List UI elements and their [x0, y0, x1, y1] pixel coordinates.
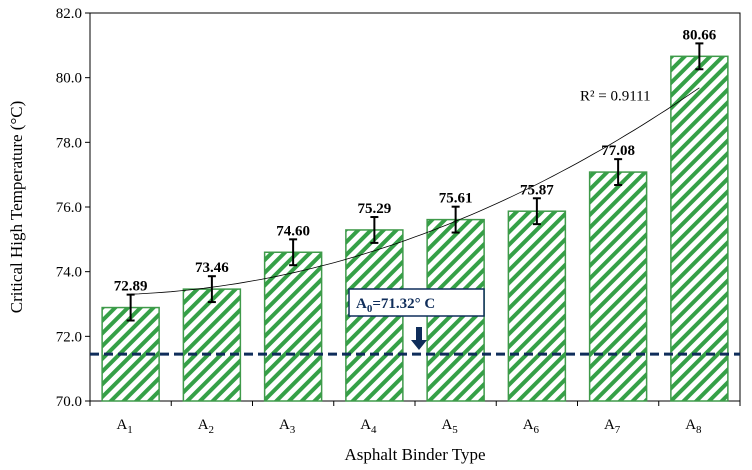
bar [588, 171, 648, 402]
value-labels: 72.89 73.46 74.60 75.29 75.61 75.87 77.08 80.66 [114, 27, 717, 294]
x-tick-label: A6 [523, 417, 540, 436]
error-bars [126, 42, 704, 322]
value-label: 74.60 [276, 223, 310, 239]
value-label: 77.08 [601, 143, 635, 159]
value-label: 75.29 [358, 201, 392, 217]
bar [182, 288, 242, 402]
x-tick-label: A3 [279, 417, 296, 436]
reference-annotation: A0=71.32° C [348, 288, 485, 350]
x-tick-label: A5 [441, 417, 458, 436]
y-tick-label: 72.0 [56, 329, 82, 345]
value-label: 80.66 [683, 27, 717, 43]
bar [263, 251, 323, 402]
x-tick-label: A1 [116, 417, 132, 436]
x-axis-title: Asphalt Binder Type [344, 445, 485, 464]
x-tick-label: A7 [604, 417, 621, 436]
value-label: 75.87 [520, 182, 554, 198]
annotation-box [348, 288, 485, 317]
y-axis-title: Critical High Temperature (°C) [7, 101, 26, 314]
value-label: 73.46 [195, 260, 229, 276]
x-tick-label: A8 [685, 417, 702, 436]
x-axis-ticks: A1 A2 A3 A4 A5 A6 A7 A8 [89, 401, 741, 436]
y-tick-label: 70.0 [56, 394, 82, 410]
y-axis-ticks: 70.0 72.0 74.0 76.0 78.0 80.0 82.0 [56, 6, 90, 410]
trendline [130, 87, 700, 295]
bar [507, 210, 567, 402]
bar [670, 55, 729, 402]
y-tick-label: 82.0 [56, 6, 82, 22]
r-squared-label: R² = 0.9111 [580, 88, 651, 104]
annotation-text: A0=71.32° C [356, 296, 435, 315]
y-tick-label: 76.0 [56, 200, 82, 216]
value-label: 72.89 [114, 279, 148, 295]
y-tick-label: 78.0 [56, 135, 82, 151]
y-tick-label: 74.0 [56, 265, 82, 281]
down-arrow-icon [411, 327, 427, 350]
x-tick-label: A4 [360, 417, 377, 436]
y-tick-label: 80.0 [56, 71, 82, 87]
value-label: 75.61 [439, 191, 473, 207]
x-tick-label: A2 [198, 417, 214, 436]
